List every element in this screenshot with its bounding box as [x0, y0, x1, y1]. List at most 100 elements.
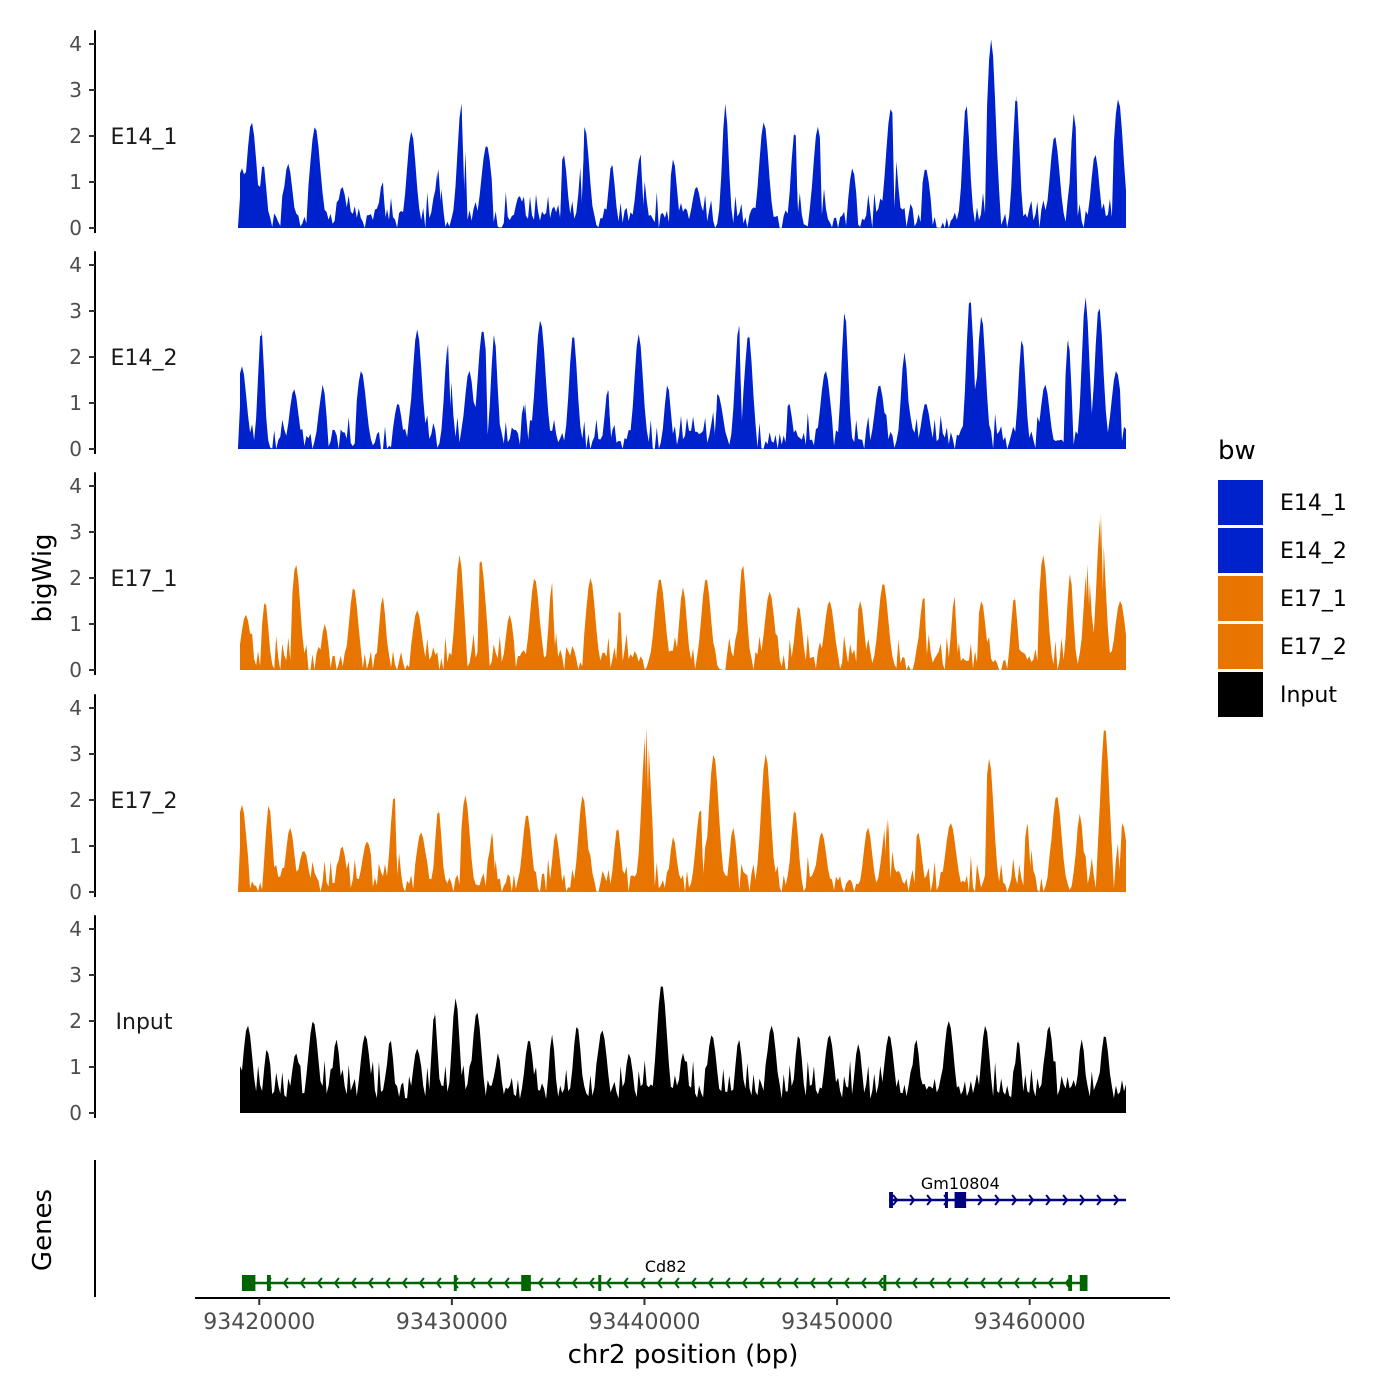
- peak-mark: [657, 984, 666, 1113]
- peak-mark: [338, 846, 347, 892]
- strand-arrow: [1079, 1194, 1086, 1206]
- y-axis-title: bigWig: [28, 533, 58, 622]
- peak-mark: [1041, 384, 1050, 449]
- peak-mark: [729, 827, 738, 892]
- strand-arrow: [994, 1194, 1001, 1206]
- exon: [883, 1275, 887, 1291]
- peak-mark: [378, 596, 387, 670]
- peak-mark: [455, 555, 464, 670]
- peak-mark: [237, 366, 246, 449]
- peak-mark: [790, 131, 799, 228]
- legend-swatch: [1218, 480, 1263, 525]
- peak-mark: [977, 601, 986, 670]
- peak-mark: [505, 614, 514, 670]
- strand-arrow: [622, 1277, 629, 1289]
- peak-mark: [813, 126, 822, 228]
- peak-mark: [289, 389, 298, 449]
- x-tick-label: 93430000: [396, 1310, 508, 1335]
- strand-arrow: [894, 1277, 901, 1289]
- peak-mark: [482, 145, 491, 228]
- strand-arrow: [1013, 1277, 1020, 1289]
- genes-panel-title: Genes: [28, 1189, 58, 1271]
- peak-mark: [854, 1044, 863, 1113]
- y-tick-label: 0: [69, 437, 82, 461]
- peak-mark: [515, 195, 524, 228]
- peak-mark: [478, 329, 487, 449]
- peak-mark: [524, 1039, 533, 1113]
- strand-arrow: [1045, 1194, 1052, 1206]
- peak-mark: [548, 582, 557, 670]
- x-tick-label: 93460000: [974, 1310, 1086, 1335]
- peak-mark: [1100, 726, 1109, 892]
- peak-mark: [257, 329, 266, 449]
- peak-mark: [946, 823, 955, 892]
- strand-arrow: [435, 1277, 442, 1289]
- peak-mark: [642, 726, 651, 892]
- exon: [521, 1275, 531, 1291]
- peak-mark: [912, 1039, 921, 1113]
- y-tick-label: 0: [69, 216, 82, 240]
- peak-mark: [490, 334, 499, 449]
- peak-mark: [879, 582, 888, 670]
- y-tick-label: 2: [69, 566, 82, 590]
- peak-mark: [586, 578, 595, 670]
- peak-mark: [919, 596, 928, 670]
- peak-mark: [551, 832, 560, 892]
- peak-mark: [784, 403, 793, 449]
- exon: [598, 1275, 602, 1291]
- peak-mark: [1075, 813, 1084, 892]
- peak-mark: [1044, 1025, 1053, 1113]
- peak-mark: [821, 370, 830, 449]
- peak-mark: [817, 832, 826, 892]
- peak-mark: [1066, 573, 1075, 670]
- peak-mark: [965, 297, 974, 449]
- peak-mark: [476, 559, 485, 670]
- strand-arrow: [826, 1277, 833, 1289]
- strand-arrow: [656, 1277, 663, 1289]
- strand-arrow: [741, 1277, 748, 1289]
- peak-mark: [1116, 601, 1125, 670]
- exon: [954, 1192, 967, 1208]
- legend: bw E14_1 E14_2 E17_1 E17_2 Input: [1218, 436, 1347, 717]
- peak-mark: [944, 1021, 953, 1113]
- peak-mark: [734, 1039, 743, 1113]
- peak-mark: [1012, 94, 1021, 228]
- strand-arrow: [282, 1277, 289, 1289]
- peak-mark: [361, 1034, 370, 1113]
- peak-mark: [259, 163, 268, 228]
- peak-mark: [707, 1034, 716, 1113]
- y-tick-label: 3: [69, 299, 82, 323]
- peak-mark: [679, 1053, 687, 1113]
- peak-mark: [332, 1039, 341, 1113]
- peak-mark: [603, 389, 612, 449]
- bigwig-tracks: 0 1 2 3 4 E14_1 0 1 2 3 4 E14_2 0 1 2 3 4 E17_1 0 1 2 3 4 E17_2…: [69, 30, 1127, 1125]
- peak-mark: [241, 614, 250, 670]
- peak-mark: [430, 1011, 439, 1113]
- y-tick-label: 0: [69, 1101, 82, 1125]
- strand-arrow: [792, 1277, 799, 1289]
- strand-arrow: [384, 1277, 391, 1289]
- peak-mark: [465, 370, 474, 449]
- peak-mark: [488, 832, 497, 892]
- peak-mark: [985, 758, 994, 892]
- legend-swatch: [1218, 624, 1263, 669]
- genes-panel: Gm10804 Cd82: [94, 1160, 1126, 1297]
- peak-mark: [669, 836, 678, 892]
- y-tick-label: 4: [69, 696, 82, 720]
- track-E17_2: 0 1 2 3 4 E17_2: [69, 694, 1127, 904]
- strand-arrow: [877, 1277, 884, 1289]
- strand-arrow: [1062, 1194, 1069, 1206]
- peak-mark: [363, 841, 372, 892]
- peak-mark: [1091, 154, 1100, 228]
- strand-arrow: [350, 1277, 357, 1289]
- y-tick-label: 1: [69, 612, 82, 636]
- legend-title: bw: [1218, 436, 1256, 466]
- peak-mark: [413, 610, 422, 670]
- peak-mark: [291, 564, 300, 670]
- peak-mark: [521, 403, 530, 449]
- exon: [453, 1275, 457, 1291]
- strand-arrow: [503, 1277, 510, 1289]
- peak-mark: [311, 126, 320, 228]
- strand-arrow: [537, 1277, 544, 1289]
